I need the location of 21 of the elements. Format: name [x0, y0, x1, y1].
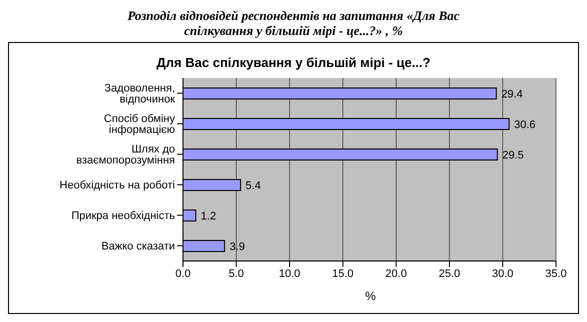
- x-axis-title: %: [364, 289, 377, 303]
- data-label: 30.6: [514, 118, 536, 131]
- y-tick-label: Важко сказати: [101, 240, 175, 253]
- x-tick-label: 0.0: [175, 268, 191, 280]
- data-label: 29.5: [502, 149, 524, 162]
- x-tick-label: 5.0: [228, 268, 244, 280]
- x-tick-label: 20.0: [385, 268, 407, 280]
- data-label: 1.2: [200, 210, 216, 222]
- y-tick-label: Шлях до взаємопорозуміння: [76, 144, 176, 167]
- y-tick-label: Прикра необхідність: [71, 210, 176, 222]
- x-tick-label: 35.0: [545, 268, 567, 280]
- data-label: 5.4: [246, 180, 261, 192]
- x-tick-label: 15.0: [332, 268, 354, 280]
- y-tick-label: Задоволення, відпочинок: [104, 82, 176, 106]
- x-tick-label: 25.0: [438, 268, 460, 280]
- x-tick-label: 30.0: [492, 268, 514, 280]
- chart-subtitle: Для Вас спілкування у більшій мірі - це...?: [156, 55, 432, 70]
- x-tick-label: 10.0: [278, 268, 300, 280]
- chart-title: Розподіл відповідей респондентів на запитання «Для Вас спілкування у більшій мірі - це...?» , %: [126, 8, 461, 38]
- y-tick-label: Необхідність на роботі: [60, 180, 175, 192]
- y-tick-label: Спосіб обміну інформацією: [104, 113, 176, 136]
